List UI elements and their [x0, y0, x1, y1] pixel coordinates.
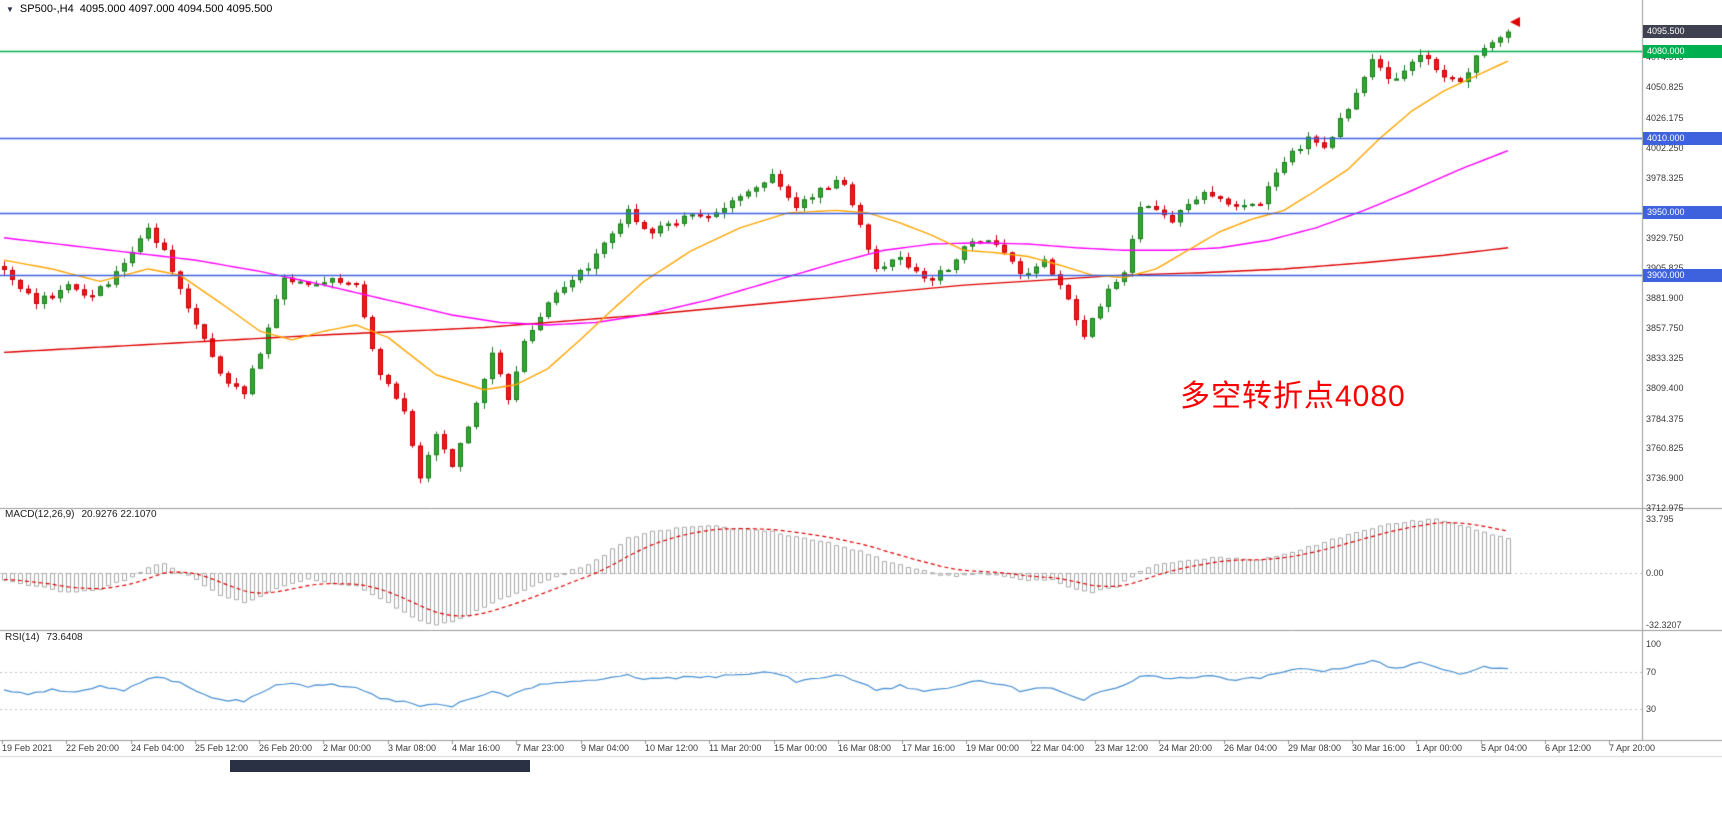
time-axis-label: 23 Mar 12:00: [1095, 743, 1149, 753]
symbol-title: SP500-,H4: [19, 3, 74, 15]
h-scrollbar-thumb[interactable]: [230, 760, 530, 772]
price-axis-label: 3736.900: [1646, 473, 1684, 484]
macd-axis-label: 33.795: [1646, 514, 1674, 524]
time-axis-label: 19 Mar 00:00: [966, 743, 1020, 753]
time-axis-label: 7 Apr 20:00: [1609, 743, 1656, 753]
time-axis-label: 9 Mar 04:00: [581, 743, 630, 753]
rsi-current-value: 73.6408: [46, 632, 83, 643]
macd-axis-label: 0.00: [1646, 567, 1664, 578]
time-axis-label: 1 Apr 00:00: [1416, 743, 1463, 753]
macd-title-label: MACD(12,26,9): [5, 509, 75, 520]
time-axis-label: 3 Mar 08:00: [388, 743, 437, 753]
symbol-marker-icon: ▼: [6, 4, 14, 14]
time-axis-label: 15 Mar 00:00: [774, 743, 828, 753]
price-axis-label: 3881.900: [1646, 292, 1684, 303]
rsi-axis-label: 30: [1646, 704, 1657, 715]
macd-indicator-title: MACD(12,26,9) 20.9276 22.1070: [5, 509, 157, 520]
time-axis-label: 11 Mar 20:00: [709, 743, 762, 753]
rsi-indicator-title: RSI(14) 73.6408: [5, 632, 83, 643]
time-axis-label: 6 Apr 12:00: [1545, 743, 1592, 753]
price-tag: 4010.000: [1643, 131, 1722, 145]
macd-axis-label: -32.3207: [1646, 619, 1682, 630]
time-axis-label: 26 Feb 20:00: [259, 743, 313, 753]
price-tag: 4080.000: [1643, 44, 1722, 58]
price-axis-label: 3857.750: [1646, 322, 1684, 333]
rsi-axis-label: 70: [1646, 666, 1657, 677]
time-axis-label: 26 Mar 04:00: [1224, 743, 1278, 753]
price-axis-label: 3760.825: [1646, 443, 1684, 454]
time-axis-label: 30 Mar 16:00: [1352, 743, 1406, 753]
price-axis-label: 3809.400: [1646, 382, 1684, 393]
time-axis-label: 25 Feb 12:00: [195, 743, 249, 753]
time-axis-label: 4 Mar 16:00: [452, 743, 501, 753]
price-tag: 4095.500: [1643, 25, 1722, 39]
time-axis-label: 17 Mar 16:00: [902, 743, 956, 753]
time-axis-label: 19 Feb 2021: [2, 743, 53, 753]
price-axis-label: 3905.825: [1646, 263, 1684, 273]
time-axis-label: 22 Mar 04:00: [1031, 743, 1085, 753]
price-axis-label: 3784.375: [1646, 414, 1684, 425]
price-axis-label: 3929.750: [1646, 233, 1684, 244]
time-axis-label: 24 Mar 20:00: [1159, 743, 1213, 753]
price-axis-label: 4002.250: [1646, 142, 1684, 153]
chart-header: ▼ SP500-,H4 4095.000 4097.000 4094.500 4…: [6, 3, 272, 15]
time-axis-label: 22 Feb 20:00: [66, 743, 120, 753]
time-axis-label: 16 Mar 08:00: [838, 743, 892, 753]
price-axis-label: 4026.175: [1646, 113, 1684, 124]
ohlc-values: 4095.000 4097.000 4094.500 4095.500: [79, 3, 273, 15]
price-tag: 3900.000: [1643, 268, 1722, 282]
price-axis-label: 3978.325: [1646, 172, 1684, 183]
time-axis-label: 10 Mar 12:00: [645, 743, 699, 753]
time-axis-label: 2 Mar 00:00: [323, 743, 372, 753]
time-axis-label: 29 Mar 08:00: [1288, 743, 1342, 753]
time-axis-label: 24 Feb 04:00: [131, 743, 185, 753]
rsi-axis-label: 100: [1646, 639, 1662, 649]
annotation-text: 多空转折点4080: [1180, 380, 1406, 413]
time-axis-label: 5 Apr 04:00: [1481, 743, 1528, 753]
time-axis-label: 7 Mar 23:00: [516, 743, 565, 753]
price-axis-label: 4050.825: [1646, 82, 1684, 93]
price-axis-label: 3833.325: [1646, 353, 1684, 364]
price-tag: 3950.000: [1643, 206, 1722, 220]
price-axis-label: 3712.975: [1646, 503, 1684, 514]
rsi-title-label: RSI(14): [5, 632, 40, 643]
macd-current-values: 20.9276 22.1070: [81, 509, 157, 520]
